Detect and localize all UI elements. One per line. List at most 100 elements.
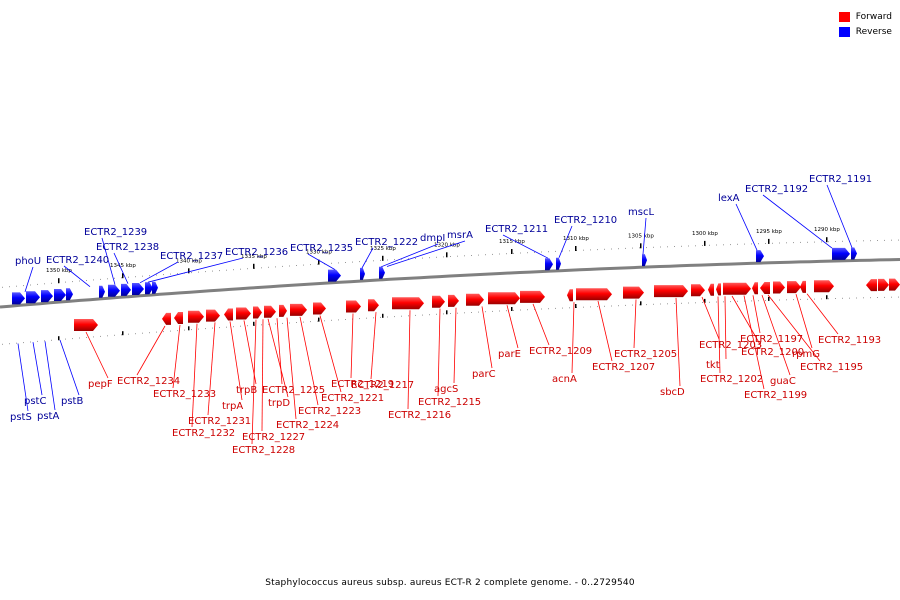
reverse-gene-label: pstA	[37, 411, 59, 422]
forward-leader-line	[407, 310, 411, 410]
scale-tick-label: 1315 kbp	[499, 239, 525, 245]
reverse-gene-label: ECTR2_1239	[84, 227, 147, 238]
forward-leader-line	[437, 308, 441, 397]
forward-leader-line	[229, 321, 243, 401]
forward-gene-label: parE	[498, 349, 521, 360]
forward-leader-line	[267, 318, 289, 398]
forward-gene-arrow	[74, 319, 98, 331]
forward-gene-arrow	[800, 280, 806, 293]
reverse-gene-arrow	[132, 283, 144, 295]
legend-reverse-label: Reverse	[855, 26, 892, 37]
forward-gene-arrow	[432, 295, 445, 308]
forward-gene-label: ECTR2_1195	[800, 362, 863, 373]
forward-gene-arrow	[567, 289, 573, 302]
reverse-gene-arrow	[54, 289, 66, 301]
forward-gene-arrow	[866, 279, 877, 292]
reverse-gene-label: ECTR2_1235	[290, 243, 353, 254]
reverse-gene-arrow	[66, 288, 73, 301]
forward-gene-arrow	[691, 284, 705, 297]
reverse-gene-label: ECTR2_1236	[225, 247, 288, 258]
gene-labels: pepF ECTR2_1234ECTR2_1233ECTR2_1232ECTR2_…	[10, 174, 881, 456]
forward-leader-line	[752, 295, 761, 334]
forward-gene-label: ECTR2_1219	[331, 379, 394, 390]
forward-gene-arrow	[576, 288, 612, 301]
reverse-gene-label: ECTR2_1237	[160, 251, 223, 262]
scale-tick-label: 1335 kbp	[241, 254, 267, 260]
forward-leader-line	[453, 307, 457, 384]
forward-leader-line	[767, 294, 821, 362]
forward-gene-label: ECTR2_1207	[592, 362, 655, 373]
reverse-gene-arrow	[756, 250, 764, 263]
reverse-leader-line	[63, 265, 91, 288]
forward-leader-line	[571, 302, 575, 374]
forward-leader-line	[717, 296, 721, 374]
forward-leader-line	[85, 331, 109, 379]
scale-tick-label: 1340 kbp	[176, 258, 202, 264]
forward-gene-arrow	[520, 290, 545, 303]
forward-gene-arrow	[716, 283, 721, 296]
forward-gene-label: ECTR2_1233	[153, 389, 216, 400]
forward-gene-arrow	[290, 303, 307, 316]
reverse-leader-line	[735, 203, 758, 251]
reverse-gene-label: pstS	[10, 412, 32, 423]
forward-leader-line	[261, 319, 264, 432]
reverse-leader-line	[826, 184, 853, 248]
reverse-leader-line	[17, 343, 29, 412]
label-leader-lines	[17, 184, 853, 445]
gene-features	[12, 247, 900, 331]
forward-leader-line	[136, 325, 166, 376]
forward-leader-line	[276, 318, 283, 385]
legend-item-forward: Forward	[838, 9, 892, 24]
forward-gene-arrow	[448, 294, 459, 307]
genome-backbone	[0, 258, 900, 309]
reverse-gene-arrow	[152, 281, 158, 294]
forward-gene-arrow	[392, 297, 424, 310]
reverse-leader-line	[139, 261, 179, 284]
reverse-gene-arrow	[379, 266, 385, 279]
forward-leader-line	[286, 317, 297, 420]
forward-gene-arrow	[760, 282, 770, 294]
scale-tick-label: 1295 kbp	[756, 229, 782, 235]
reverse-leader-line	[59, 339, 80, 396]
forward-gene-label: ECTR2_1234	[117, 376, 180, 387]
forward-gene-arrow	[346, 300, 361, 313]
forward-leader-line	[724, 296, 727, 360]
reverse-leader-line	[380, 243, 439, 268]
reverse-gene-arrow	[41, 290, 53, 303]
reverse-leader-line	[762, 194, 833, 249]
forward-gene-arrow	[279, 304, 287, 317]
legend-forward-label: Forward	[855, 11, 892, 22]
forward-leader-line	[795, 293, 813, 349]
forward-gene-arrow	[188, 310, 204, 323]
forward-gene-arrow	[654, 285, 688, 298]
forward-gene-label: guaC	[770, 376, 796, 387]
forward-gene-label: trpD	[268, 398, 290, 409]
forward-gene-label: acnA	[552, 374, 577, 385]
forward-gene-label: parC	[472, 369, 496, 380]
forward-gene-label: ECTR2_1209	[529, 346, 592, 357]
scale-tick-label: 1300 kbp	[692, 231, 718, 237]
reverse-gene-arrow	[556, 257, 561, 270]
forward-gene-label: pepF	[88, 379, 113, 390]
forward-gene-label: ECTR2_1228	[232, 445, 295, 456]
reverse-leader-line	[642, 217, 647, 255]
forward-gene-label: ECTR2_1217	[351, 380, 414, 391]
reverse-leader-line	[101, 237, 116, 285]
forward-gene-arrow	[174, 312, 183, 324]
forward-leader-line	[731, 295, 762, 347]
reverse-gene-label: msrA	[447, 230, 473, 241]
forward-gene-label: agcS	[434, 384, 458, 395]
reverse-leader-line	[32, 342, 43, 396]
forward-gene-arrow	[368, 299, 379, 312]
forward-gene-arrow	[623, 286, 644, 299]
forward-gene-arrow	[488, 292, 520, 305]
reverse-leader-line	[502, 234, 549, 259]
reverse-gene-arrow	[121, 283, 131, 296]
forward-gene-arrow	[773, 281, 785, 294]
forward-leader-line	[350, 313, 354, 379]
reverse-gene-label: dmpI	[420, 233, 445, 244]
forward-gene-arrow	[787, 281, 801, 294]
reverse-gene-arrow	[832, 247, 850, 260]
forward-swatch	[838, 11, 850, 22]
reverse-gene-arrow	[145, 282, 153, 295]
